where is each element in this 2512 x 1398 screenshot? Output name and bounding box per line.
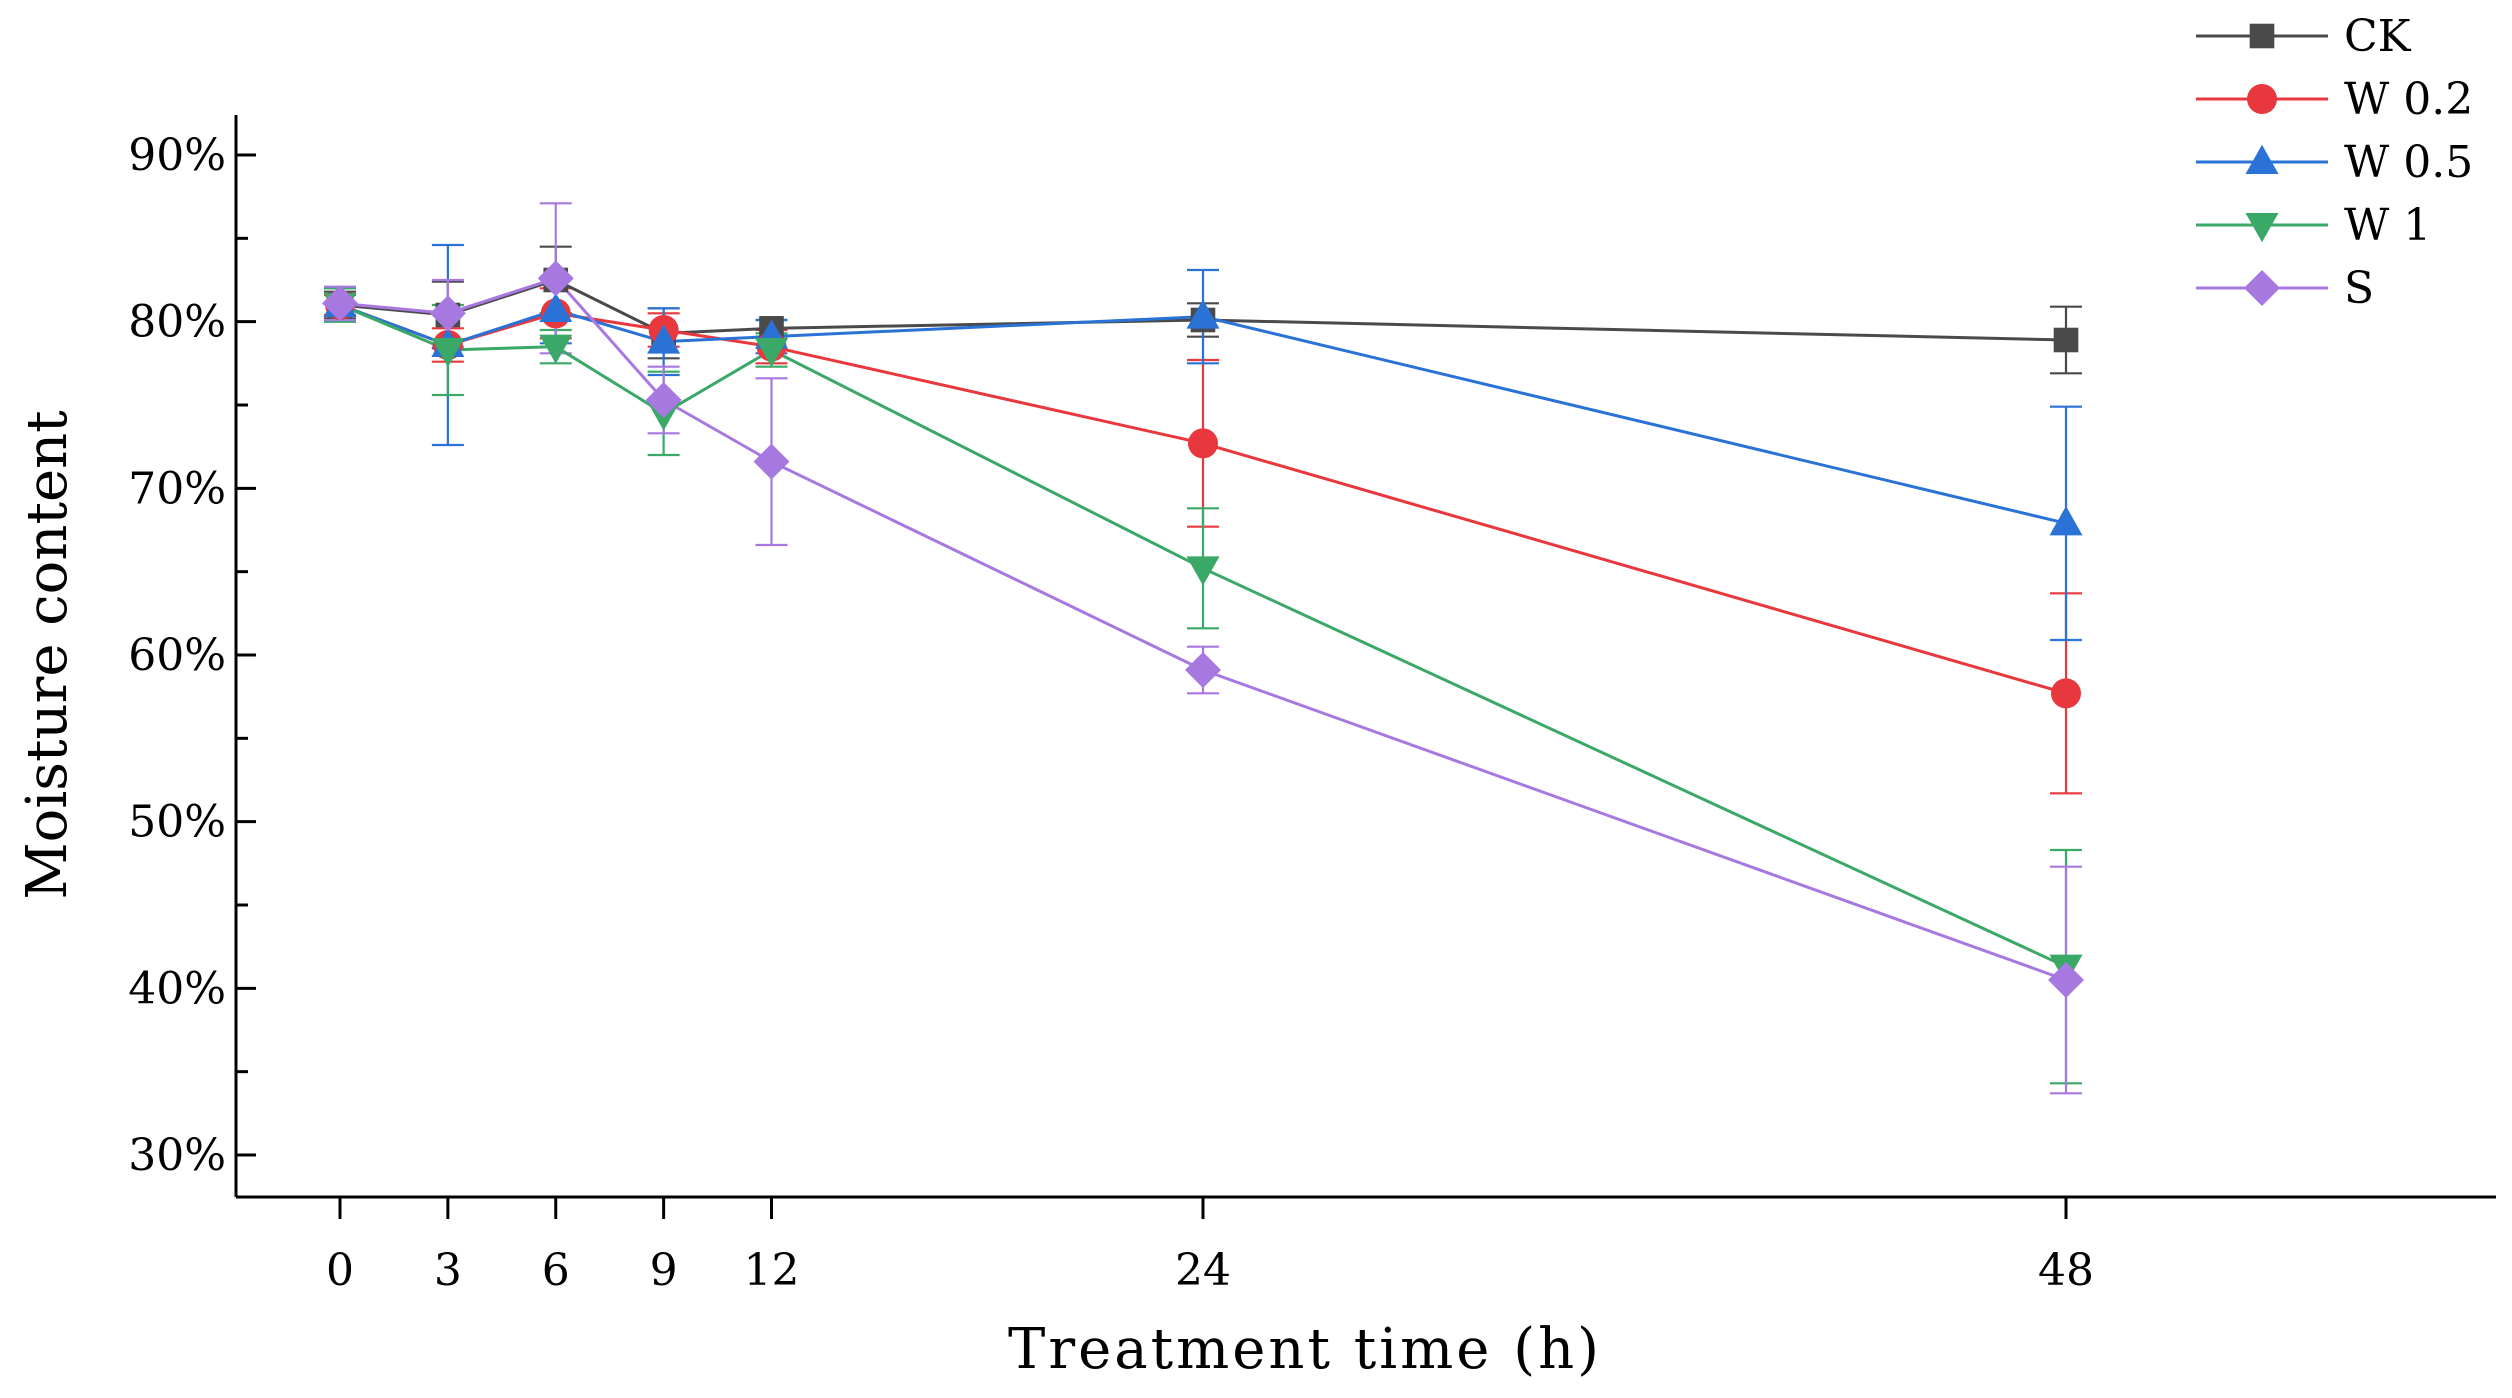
legend-marker-s [2244,270,2280,306]
data-point-w-1 [755,338,788,368]
legend-item-s: S [2196,263,2374,314]
data-point-w-0-2 [1188,428,1218,459]
y-tick-label: 40% [128,963,226,1014]
data-point-w-0-5 [2049,506,2083,536]
data-point-s [537,260,574,297]
x-tick-label: 24 [1175,1245,1231,1296]
legend-marker-w-0-5 [2245,144,2279,174]
x-axis-title: Treatment time (h) [1008,1317,1602,1382]
legend-label-w-0-5: W 0.5 [2344,137,2473,188]
x-tick-label: 3 [434,1245,462,1296]
data-point-w-0-2 [2051,678,2081,709]
data-point-w-0-5 [647,324,681,354]
legend-label-s: S [2344,263,2374,314]
legend-item-w-1: W 1 [2196,200,2431,251]
legend-item-ck: CK [2196,11,2412,62]
data-point-s [429,295,466,332]
y-tick-label: 30% [128,1130,226,1181]
error-bars [324,202,2082,1095]
data-point-s [753,443,790,480]
data-point-w-1 [431,338,465,368]
data-point-s [322,285,358,322]
legend-label-w-1: W 1 [2344,200,2431,251]
legend-marker-ck [2249,23,2275,49]
data-point-ck [2053,327,2079,353]
x-tick-label: 9 [650,1245,678,1296]
legend-item-w-0-2: W 0.2 [2196,74,2473,125]
data-point-w-0-5 [539,292,573,322]
data-point-s [2048,962,2084,998]
legend-label-w-0-2: W 0.2 [2344,74,2473,125]
y-tick-label: 50% [128,797,226,848]
axes [234,115,2496,1219]
legend-marker-w-0-2 [2247,84,2277,114]
y-tick-label: 90% [128,130,226,181]
x-tick-label: 0 [326,1245,354,1296]
data-point-s [1185,652,1221,688]
data-point-s [645,382,682,418]
legend-label-ck: CK [2344,11,2412,62]
y-axis-title: Moisture content [15,410,80,900]
data-point-w-0-5 [1186,299,1220,329]
data-point-w-1 [539,334,573,364]
legend-item-w-0-5: W 0.5 [2196,137,2473,188]
y-tick-label: 80% [128,297,226,348]
tick-labels: 30% 40% 50% 60% 70% 80% 90% 0 3 6 9 12 24 48 [128,130,2094,1296]
legend-marker-w-1 [2245,213,2279,243]
y-tick-label: 60% [128,630,226,681]
data-point-w-1 [1186,556,1220,586]
x-tick-label: 6 [542,1245,570,1296]
x-tick-label: 48 [2038,1245,2094,1296]
series-markers [322,260,2084,998]
y-tick-label: 70% [128,463,226,514]
legend: CK W 0.2 W 0.5 W 1 S [2196,11,2473,314]
x-tick-label: 12 [744,1245,800,1296]
